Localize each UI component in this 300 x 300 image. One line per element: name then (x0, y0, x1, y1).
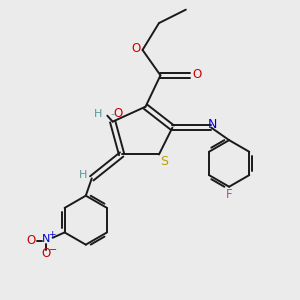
Text: H: H (79, 170, 88, 180)
Text: O: O (41, 247, 51, 260)
Text: H: H (94, 109, 102, 119)
Text: S: S (160, 154, 168, 167)
Text: O: O (192, 68, 202, 81)
Text: −: − (50, 245, 58, 255)
Text: O: O (131, 42, 141, 55)
Text: N: N (208, 118, 218, 130)
Text: O: O (113, 107, 123, 120)
Text: N: N (42, 234, 50, 244)
Text: O: O (26, 234, 35, 247)
Text: +: + (48, 230, 56, 239)
Text: -: - (110, 109, 114, 119)
Text: F: F (226, 188, 232, 201)
